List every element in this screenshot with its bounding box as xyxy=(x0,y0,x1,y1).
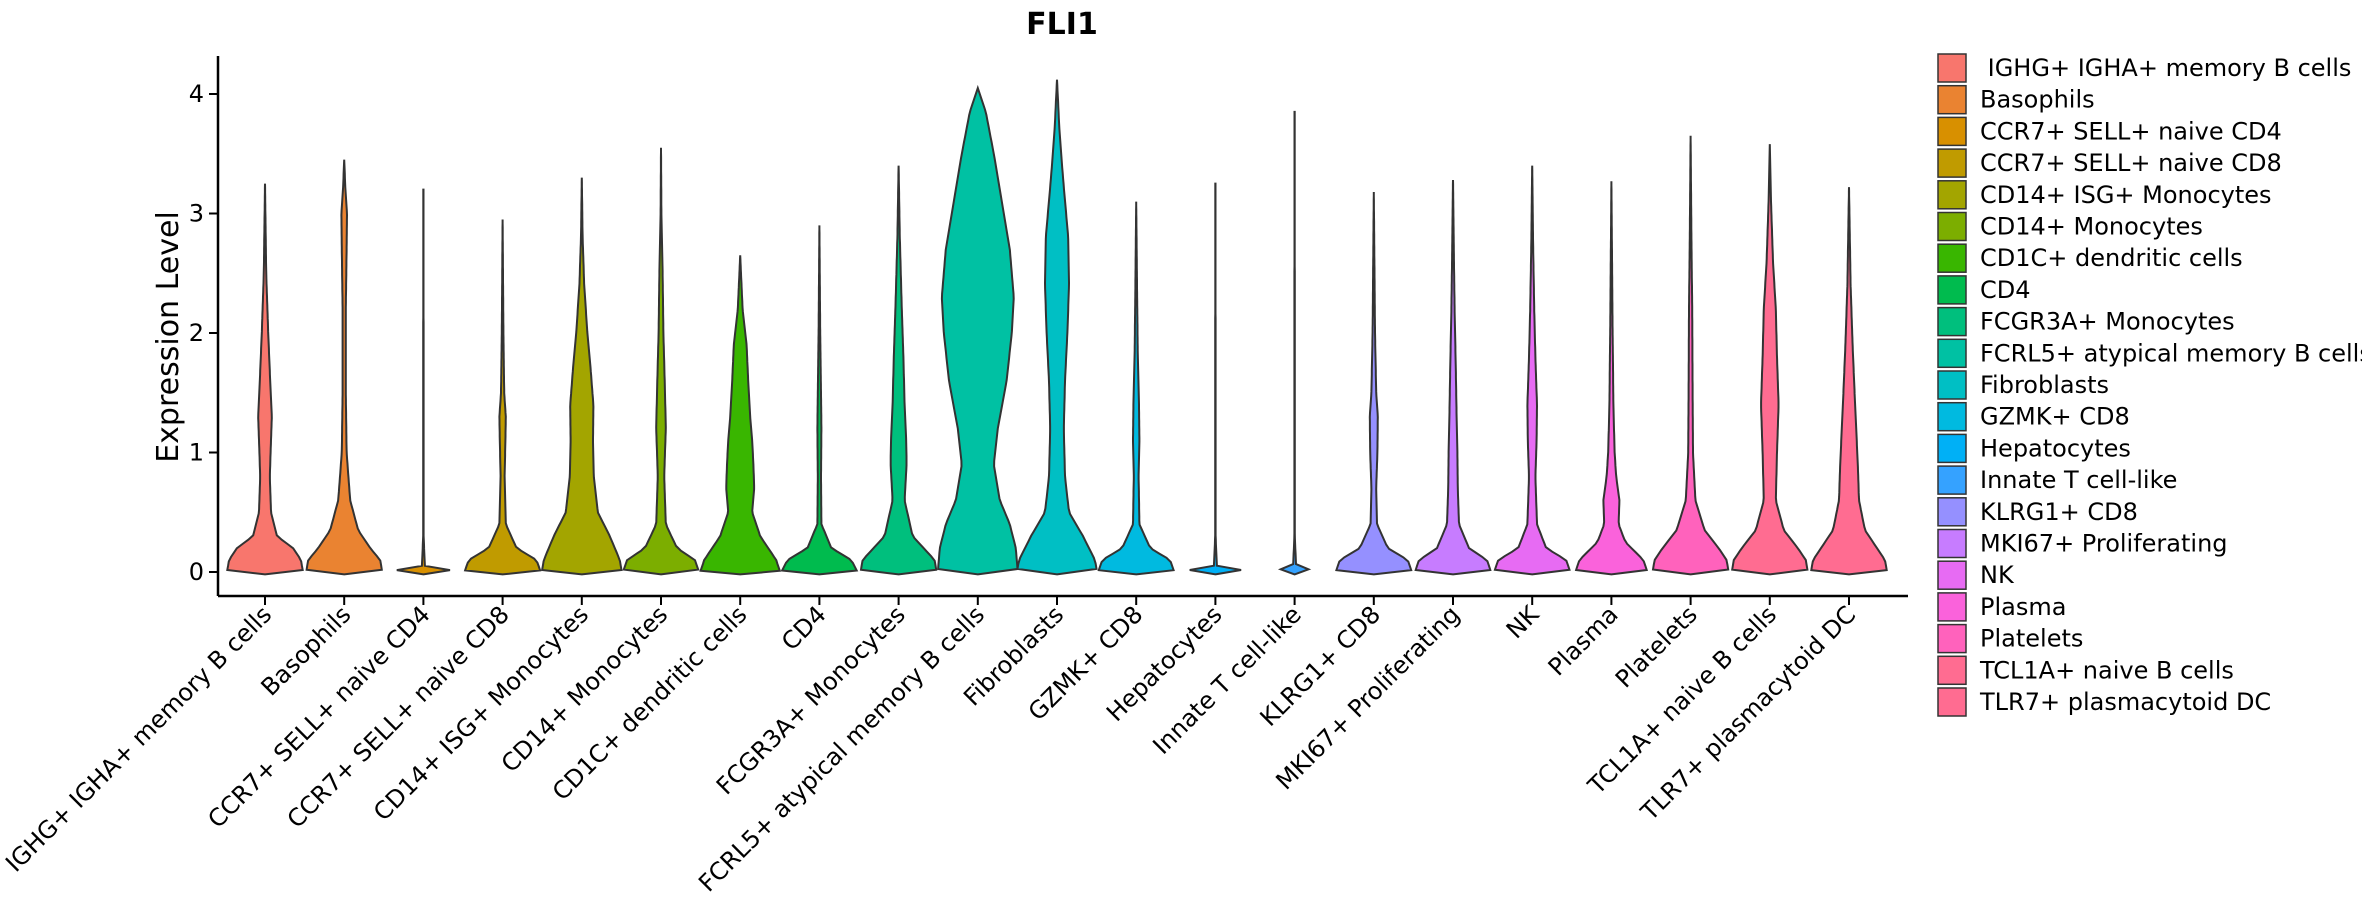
violin-13 xyxy=(1189,182,1242,576)
violin-5 xyxy=(540,177,623,576)
legend-label: CD4 xyxy=(1980,276,2031,304)
legend: IGHG+ IGHA+ memory B cells Basophils CCR7+… xyxy=(1937,53,2362,717)
legend-key xyxy=(1937,243,1967,273)
violin-11 xyxy=(1016,79,1098,576)
legend-label: Basophils xyxy=(1980,86,2095,114)
legend-label: Platelets xyxy=(1980,625,2083,653)
legend-label: Hepatocytes xyxy=(1980,434,2131,462)
legend-label: CD1C+ dendritic cells xyxy=(1980,244,2243,272)
legend-label: Plasma xyxy=(1980,593,2066,621)
legend-label: Innate T cell-like xyxy=(1980,466,2177,494)
legend-key xyxy=(1937,465,1967,495)
y-tick-label: 4 xyxy=(189,80,204,108)
legend-key xyxy=(1937,338,1967,369)
y-tick-label: 3 xyxy=(189,200,204,228)
legend-label: GZMK+ CD8 xyxy=(1980,403,2130,431)
legend-key xyxy=(1937,655,1967,686)
violin-20 xyxy=(1731,144,1809,576)
violin-9 xyxy=(859,165,938,576)
violin-1 xyxy=(226,183,304,576)
x-tick-label: FCRL5+ atypical memory B cells xyxy=(693,600,990,897)
violin-7 xyxy=(699,255,782,576)
legend-key xyxy=(1937,687,1967,717)
violin-14 xyxy=(1277,110,1312,576)
y-axis-label: Expression Level xyxy=(151,211,186,463)
legend-key xyxy=(1937,623,1967,654)
legend-label: FCGR3A+ Monocytes xyxy=(1980,308,2235,336)
legend-label: IGHG+ IGHA+ memory B cells xyxy=(1980,54,2351,82)
x-tick-label: IGHG+ IGHA+ memory B cells xyxy=(0,600,277,877)
legend-label: KLRG1+ CD8 xyxy=(1980,498,2138,526)
legend-label: TLR7+ plasmacytoid DC xyxy=(1979,688,2271,716)
violin-6 xyxy=(622,147,700,576)
violin-19 xyxy=(1651,135,1730,576)
chart-title: FLI1 xyxy=(1026,7,1098,42)
legend-key xyxy=(1937,53,1967,83)
x-tick-label: NK xyxy=(1501,600,1546,645)
x-axis: IGHG+ IGHA+ memory B cellsBasophilsCCR7+… xyxy=(0,594,1908,897)
legend-label: NK xyxy=(1980,561,2015,589)
legend-key xyxy=(1937,116,1967,147)
legend-key xyxy=(1937,275,1967,305)
violin-10 xyxy=(937,84,1019,576)
violin-3 xyxy=(396,188,451,576)
legend-key xyxy=(1937,306,1967,337)
legend-key xyxy=(1937,401,1967,432)
legend-label: CD14+ Monocytes xyxy=(1980,213,2203,241)
y-tick-label: 1 xyxy=(189,439,204,467)
legend-key xyxy=(1937,211,1967,242)
legend-key xyxy=(1937,497,1967,527)
legend-label: Fibroblasts xyxy=(1980,371,2109,399)
legend-label: MKI67+ Proliferating xyxy=(1980,530,2228,558)
violin-2 xyxy=(305,159,383,576)
legend-label: TCL1A+ naive B cells xyxy=(1979,656,2234,684)
violin-15 xyxy=(1335,192,1413,576)
violin-8 xyxy=(780,225,859,576)
violin-21 xyxy=(1810,187,1888,576)
legend-key xyxy=(1937,370,1967,400)
legend-label: CCR7+ SELL+ naive CD8 xyxy=(1980,149,2282,177)
legend-label: CD14+ ISG+ Monocytes xyxy=(1980,181,2272,209)
violin-17 xyxy=(1493,165,1571,576)
legend-key xyxy=(1937,560,1967,590)
legend-key xyxy=(1937,180,1967,210)
violin-4 xyxy=(463,219,542,576)
x-tick-label: Innate T cell-like xyxy=(1147,600,1306,759)
x-tick-label: Plasma xyxy=(1543,600,1624,681)
plot-area xyxy=(226,79,1888,576)
legend-key xyxy=(1937,592,1967,622)
violin-12 xyxy=(1097,201,1175,576)
legend-label: CCR7+ SELL+ naive CD4 xyxy=(1980,117,2282,145)
x-tick-label: CD4 xyxy=(776,600,832,656)
legend-key xyxy=(1937,528,1967,559)
legend-label: FCRL5+ atypical memory B cells xyxy=(1980,339,2362,367)
violin-16 xyxy=(1414,179,1492,576)
y-axis: 0 1 2 3 4 xyxy=(189,56,220,596)
legend-key xyxy=(1937,84,1967,115)
legend-key xyxy=(1937,433,1967,464)
violin-18 xyxy=(1574,181,1649,576)
legend-key xyxy=(1937,148,1967,178)
y-tick-label: 2 xyxy=(189,319,204,347)
y-tick-label: 0 xyxy=(189,558,204,586)
